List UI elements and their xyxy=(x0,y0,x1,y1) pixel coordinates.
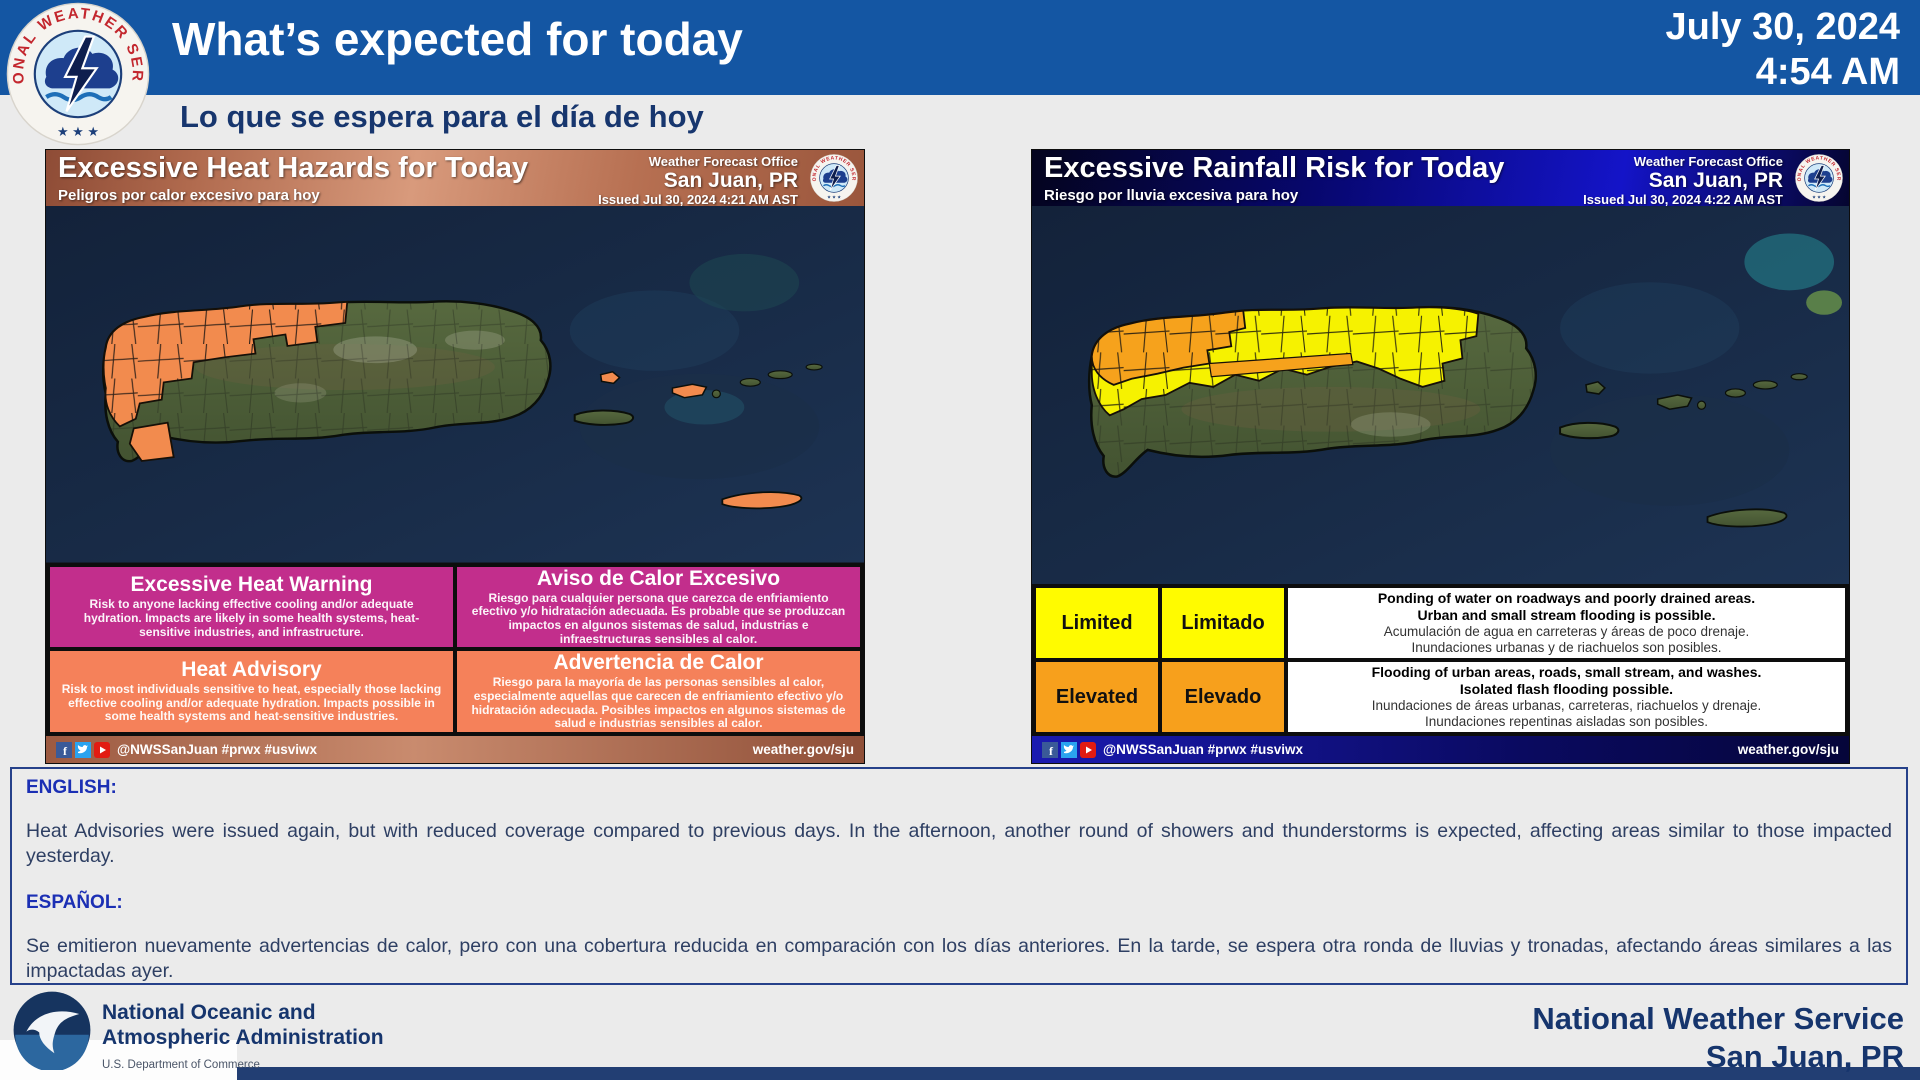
advisory-body: Riesgo para la mayoría de las personas s… xyxy=(471,675,846,731)
noaa-line: Atmospheric Administration xyxy=(102,1026,384,1050)
twitter-icon[interactable] xyxy=(75,741,91,758)
advertencia-calor-box: Advertencia de Calor Riesgo para la mayo… xyxy=(457,651,860,732)
legend-line: Urban and small stream flooding is possi… xyxy=(1417,606,1716,623)
facebook-icon[interactable]: f xyxy=(56,741,72,758)
excessive-heat-warning-box: Excessive Heat Warning Risk to anyone la… xyxy=(50,566,453,648)
youtube-icon[interactable] xyxy=(94,741,110,758)
legend-limited-description: Ponding of water on roadways and poorly … xyxy=(1288,588,1845,659)
heat-map-footer: f @NWSSanJuan #prwx #usviwx weather.gov/… xyxy=(46,736,864,763)
footer-navy-strip xyxy=(237,1067,1920,1080)
svg-text:f: f xyxy=(1049,744,1054,758)
aviso-calor-excesivo-box: Aviso de Calor Excesivo Riesgo para cual… xyxy=(457,566,860,648)
noaa-logo-icon xyxy=(12,990,92,1070)
office-line: Weather Forecast Office xyxy=(1633,154,1783,169)
rain-map-titles: Excessive Rainfall Risk for Today Riesgo… xyxy=(1044,152,1505,204)
heat-map-header: Excessive Heat Hazards for Today Peligro… xyxy=(46,150,864,207)
top-header-bar: What’s expected for today July 30, 2024 … xyxy=(0,0,1920,95)
issued-line: Issued Jul 30, 2024 4:21 AM AST xyxy=(598,192,798,208)
heat-map-subtitle: Peligros por calor excesivo para hoy xyxy=(58,186,320,204)
nws-office-block: National Weather Service San Juan, PR xyxy=(1532,1000,1904,1077)
rain-map-graphic xyxy=(1032,206,1849,585)
weather-gov-link[interactable]: weather.gov/sju xyxy=(1737,742,1839,757)
subtitle-bar: Lo que se espera para el día de hoy xyxy=(0,95,1920,150)
rain-map-header: Excessive Rainfall Risk for Today Riesgo… xyxy=(1032,150,1849,207)
page-subtitle: Lo que se espera para el día de hoy xyxy=(180,99,704,134)
legend-line: Flooding of urban areas, roads, small st… xyxy=(1371,664,1762,681)
legend-line: Inundaciones urbanas y de riachuelos son… xyxy=(1411,639,1722,655)
nws-office: San Juan, PR xyxy=(1705,1039,1904,1075)
advisory-title: Excessive Heat Warning xyxy=(130,573,373,597)
legend-elevated-es: Elevado xyxy=(1162,662,1284,732)
youtube-icon[interactable] xyxy=(1080,741,1096,758)
noaa-line: National Oceanic and xyxy=(102,1001,316,1024)
advisory-title: Aviso de Calor Excesivo xyxy=(536,566,781,590)
nws-seal-icon xyxy=(810,154,858,202)
legend-line: Acumulación de agua en carreteras y área… xyxy=(1383,623,1750,639)
office-line: Weather Forecast Office xyxy=(648,154,798,169)
advisory-body: Risk to anyone lacking effective cooling… xyxy=(83,597,420,639)
heat-map-titles: Excessive Heat Hazards for Today Peligro… xyxy=(58,152,529,204)
heat-hazards-map-panel: Excessive Heat Hazards for Today Peligro… xyxy=(46,150,864,763)
heat-advisory-box: Heat Advisory Risk to most individuals s… xyxy=(50,651,453,732)
page-title: What’s expected for today xyxy=(172,13,743,65)
twitter-icon[interactable] xyxy=(1061,741,1077,758)
date-time: July 30, 2024 4:54 AM xyxy=(1665,5,1900,95)
office-name: San Juan, PR xyxy=(1648,169,1783,193)
heat-advisory-orange-region xyxy=(102,300,349,462)
legend-line: Ponding of water on roadways and poorly … xyxy=(1377,590,1756,607)
office-name: San Juan, PR xyxy=(663,169,798,193)
social-handle[interactable]: @NWSSanJuan #prwx #usviwx xyxy=(117,742,317,757)
nws-name: National Weather Service xyxy=(1532,1001,1904,1036)
heat-advisory-legend: Excessive Heat Warning Risk to anyone la… xyxy=(46,562,864,736)
legend-limited-es: Limitado xyxy=(1162,588,1284,659)
facebook-icon[interactable]: f xyxy=(1042,741,1058,758)
legend-line: Inundaciones repentinas aisladas son pos… xyxy=(1425,713,1708,729)
elevated-orange-region xyxy=(1090,309,1354,386)
english-summary: Heat Advisories were issued again, but w… xyxy=(26,820,1892,868)
english-label: ENGLISH: xyxy=(26,777,117,798)
advisory-title: Heat Advisory xyxy=(181,658,322,682)
date-text: July 30, 2024 xyxy=(1665,6,1900,48)
spanish-label: ESPAÑOL: xyxy=(26,891,123,913)
heat-map-graphic xyxy=(46,206,864,563)
legend-limited-en: Limited xyxy=(1036,588,1158,659)
social-handle[interactable]: @NWSSanJuan #prwx #usviwx xyxy=(1103,742,1303,757)
spanish-summary: Se emitieron nuevamente advertencias de … xyxy=(26,934,1892,983)
rain-map-office-block: Weather Forecast Office San Juan, PR Iss… xyxy=(1583,154,1783,207)
nws-seal-icon xyxy=(6,2,150,146)
noaa-text-block: National Oceanic and Atmospheric Adminis… xyxy=(102,1000,384,1071)
rain-map-footer: f @NWSSanJuan #prwx #usviwx weather.gov/… xyxy=(1032,736,1849,763)
advisory-body: Risk to most individuals sensitive to he… xyxy=(61,682,442,724)
nws-seal-icon xyxy=(1795,154,1843,202)
noaa-dept-line: U.S. Department of Commerce xyxy=(102,1059,260,1072)
social-icons: f xyxy=(1042,741,1096,758)
rainfall-risk-map-panel: Excessive Rainfall Risk for Today Riesgo… xyxy=(1032,150,1849,763)
heat-map-office-block: Weather Forecast Office San Juan, PR Iss… xyxy=(598,154,798,207)
legend-line: Inundaciones de áreas urbanas, carretera… xyxy=(1371,697,1762,713)
rain-map-title: Excessive Rainfall Risk for Today xyxy=(1044,152,1505,184)
weather-gov-link[interactable]: weather.gov/sju xyxy=(752,742,854,757)
legend-elevated-description: Flooding of urban areas, roads, small st… xyxy=(1288,662,1845,732)
social-icons: f xyxy=(56,741,110,758)
advisory-title: Advertencia de Calor xyxy=(553,651,764,675)
rain-map-subtitle: Riesgo por lluvia excesiva para hoy xyxy=(1044,186,1299,204)
legend-elevated-en: Elevated xyxy=(1036,662,1158,732)
issued-line: Issued Jul 30, 2024 4:22 AM AST xyxy=(1583,192,1783,208)
legend-line: Isolated flash flooding possible. xyxy=(1459,680,1674,697)
time-text: 4:54 AM xyxy=(1755,50,1900,93)
rainfall-risk-legend: Limited Limitado Ponding of water on roa… xyxy=(1032,584,1849,736)
heat-map-title: Excessive Heat Hazards for Today xyxy=(58,152,529,184)
advisory-body: Riesgo para cualquier persona que carezc… xyxy=(471,590,846,646)
summary-text-box: ENGLISH: Heat Advisories were issued aga… xyxy=(10,767,1908,985)
svg-text:f: f xyxy=(63,744,68,758)
